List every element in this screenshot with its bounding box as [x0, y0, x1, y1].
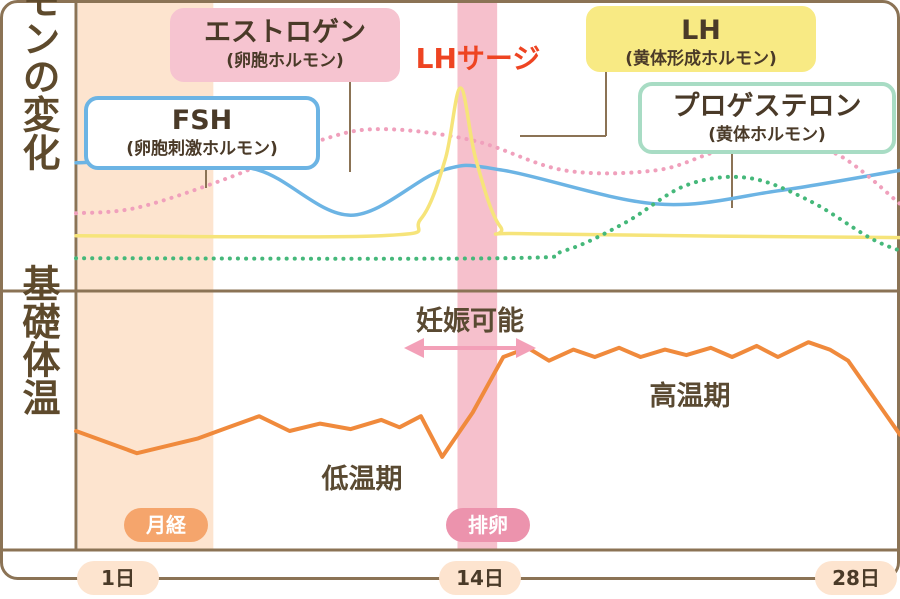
day-tick: 28日	[815, 561, 897, 595]
estrogen-callout-subtitle: (卵胞ホルモン)	[226, 50, 344, 71]
progesterone-callout: プロゲステロン(黄体ホルモン)	[638, 82, 896, 154]
fsh-callout: FSH(卵胞刺激ホルモン)	[84, 96, 320, 170]
fertile-window-label: 妊娠可能	[416, 305, 524, 337]
menstruation-pill-label: 月経	[145, 513, 187, 537]
band-ovulation	[457, 0, 498, 550]
day-tick-label: 28日	[832, 566, 880, 590]
day-ticks: 1日 14日 28日	[77, 561, 897, 595]
hormone-callouts: FSH(卵胞刺激ホルモン) エストロゲン(卵胞ホルモン) LH(黄体形成ホルモン) プ…	[84, 6, 896, 170]
lh-callout-title: LH	[681, 15, 721, 46]
estrogen-callout: エストロゲン(卵胞ホルモン)	[170, 8, 400, 82]
fertile-window-arrow	[404, 338, 536, 358]
lh-callout: LH(黄体形成ホルモン)	[586, 6, 816, 72]
bbt-series	[74, 340, 900, 459]
day-tick-label: 1日	[101, 566, 135, 590]
estrogen-callout-title: エストロゲン	[204, 17, 366, 48]
lh-callout-subtitle: (黄体形成ホルモン)	[625, 48, 777, 69]
fsh-callout-subtitle: (卵胞刺激ホルモン)	[126, 138, 278, 159]
day-tick: 1日	[77, 561, 159, 595]
lh-surge-label: LHサージ	[416, 42, 541, 75]
ovulation-pill: 排卵	[446, 508, 530, 542]
progesterone-callout-title: プロゲステロン	[673, 91, 862, 122]
progesterone-callout-subtitle: (黄体ホルモン)	[708, 124, 826, 145]
menstruation-pill: 月経	[124, 508, 208, 542]
day-tick-label: 14日	[456, 566, 504, 590]
band-menstruation	[78, 0, 214, 550]
fsh-callout-title: FSH	[172, 105, 233, 136]
bbt-line	[74, 340, 900, 459]
ovulation-pill-label: 排卵	[468, 513, 508, 537]
lh-line	[74, 86, 900, 240]
day-tick: 14日	[439, 561, 521, 595]
bbt-panel-label: 基礎体温	[16, 264, 60, 416]
hormone-panel-label: ホルモンの変化	[16, 0, 60, 171]
low-temp-phase-label: 低温期	[321, 464, 403, 495]
high-temp-phase-label: 高温期	[650, 380, 731, 412]
band-pills: 月経 排卵	[124, 508, 530, 542]
